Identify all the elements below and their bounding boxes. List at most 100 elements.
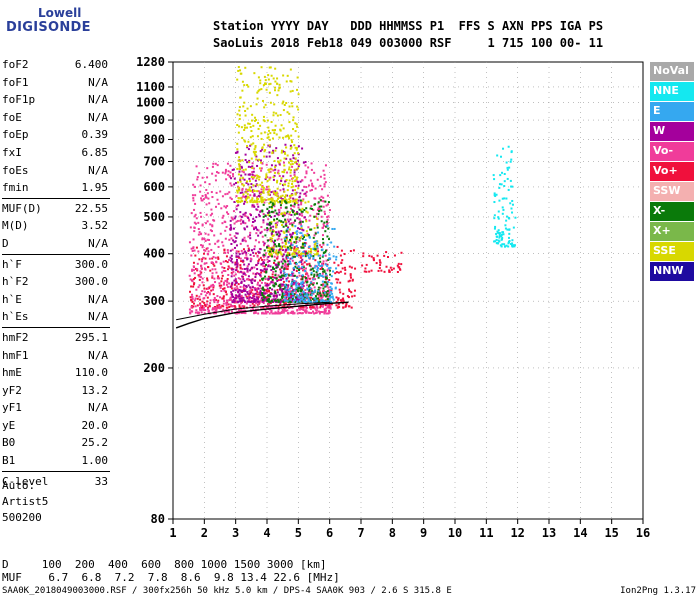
data-point	[325, 274, 328, 277]
data-point	[306, 254, 309, 257]
data-point	[249, 199, 252, 202]
data-point	[362, 255, 365, 258]
data-point	[348, 290, 351, 293]
data-point	[310, 273, 313, 276]
data-point	[246, 297, 249, 300]
data-point	[253, 304, 256, 307]
data-point	[307, 274, 310, 277]
data-point	[294, 297, 297, 300]
data-point	[277, 305, 280, 308]
data-point	[240, 294, 243, 297]
data-point	[240, 290, 243, 293]
data-point	[243, 263, 246, 266]
data-point	[270, 200, 273, 203]
data-point	[378, 259, 381, 262]
data-point	[300, 255, 303, 258]
data-point	[298, 308, 301, 311]
data-point	[299, 221, 302, 224]
data-point	[276, 279, 279, 282]
header-labels: Station YYYY DAY DDD HHMMSS P1 FFS S AXN…	[213, 19, 604, 33]
data-point	[219, 190, 222, 193]
data-point	[248, 173, 251, 176]
data-point	[236, 301, 239, 304]
data-point	[296, 105, 299, 108]
data-point	[335, 258, 338, 261]
data-point	[293, 203, 296, 206]
data-point	[318, 208, 321, 211]
data-point	[265, 163, 268, 166]
data-point	[199, 303, 202, 306]
data-point	[234, 240, 237, 243]
data-point	[268, 188, 271, 191]
data-point	[298, 218, 301, 221]
data-point	[306, 279, 309, 282]
data-point	[203, 297, 206, 300]
data-point	[334, 272, 337, 275]
data-point	[304, 289, 307, 292]
data-point	[318, 209, 321, 212]
data-point	[493, 201, 496, 204]
data-point	[372, 257, 375, 260]
data-point	[205, 188, 208, 191]
data-point	[281, 277, 284, 280]
data-point	[193, 215, 196, 218]
data-point	[289, 158, 292, 161]
data-point	[278, 243, 281, 246]
data-point	[278, 175, 281, 178]
data-point	[318, 312, 321, 315]
data-point	[279, 159, 282, 162]
data-point	[271, 255, 274, 258]
data-point	[291, 182, 294, 185]
data-point	[253, 148, 256, 151]
data-point	[289, 80, 292, 83]
data-point	[289, 290, 292, 293]
data-point	[264, 252, 267, 255]
data-point	[279, 189, 282, 192]
data-point	[283, 272, 286, 275]
data-point	[268, 151, 271, 154]
data-point	[257, 234, 260, 237]
data-point	[218, 307, 221, 310]
data-point	[294, 301, 297, 304]
data-point	[281, 295, 284, 298]
data-point	[322, 224, 325, 227]
data-point	[280, 220, 283, 223]
data-point	[341, 267, 344, 270]
data-point	[514, 216, 517, 219]
data-point	[242, 171, 245, 174]
data-point	[268, 171, 271, 174]
data-point	[263, 131, 266, 134]
param-row: B0 25.2	[2, 434, 112, 452]
data-point	[293, 289, 296, 292]
data-point	[274, 194, 277, 197]
data-point	[191, 295, 194, 298]
data-point	[268, 178, 271, 181]
data-point	[301, 237, 304, 240]
data-point	[279, 285, 282, 288]
param-value: 20.0	[81, 418, 109, 432]
data-point	[267, 296, 270, 299]
param-row: D N/A	[2, 235, 112, 253]
y-tick-label: 80	[151, 512, 165, 526]
data-point	[281, 309, 284, 312]
data-point	[295, 201, 298, 204]
data-point	[295, 160, 298, 163]
data-point	[263, 242, 266, 245]
data-point	[264, 275, 267, 278]
param-name: M(D)	[2, 219, 29, 233]
data-point	[291, 204, 294, 207]
data-point	[292, 197, 295, 200]
data-point	[259, 82, 262, 85]
data-point	[365, 263, 368, 266]
data-point	[268, 138, 271, 141]
muf-table: D 100 200 400 600 800 1000 1500 3000 [km…	[2, 558, 340, 584]
data-point	[253, 199, 256, 202]
data-point	[276, 217, 279, 220]
data-point	[237, 131, 240, 134]
data-point	[279, 200, 282, 203]
data-point	[297, 184, 300, 187]
data-point	[301, 210, 304, 213]
data-point	[268, 259, 271, 262]
data-point	[505, 197, 508, 200]
data-point	[261, 99, 264, 102]
